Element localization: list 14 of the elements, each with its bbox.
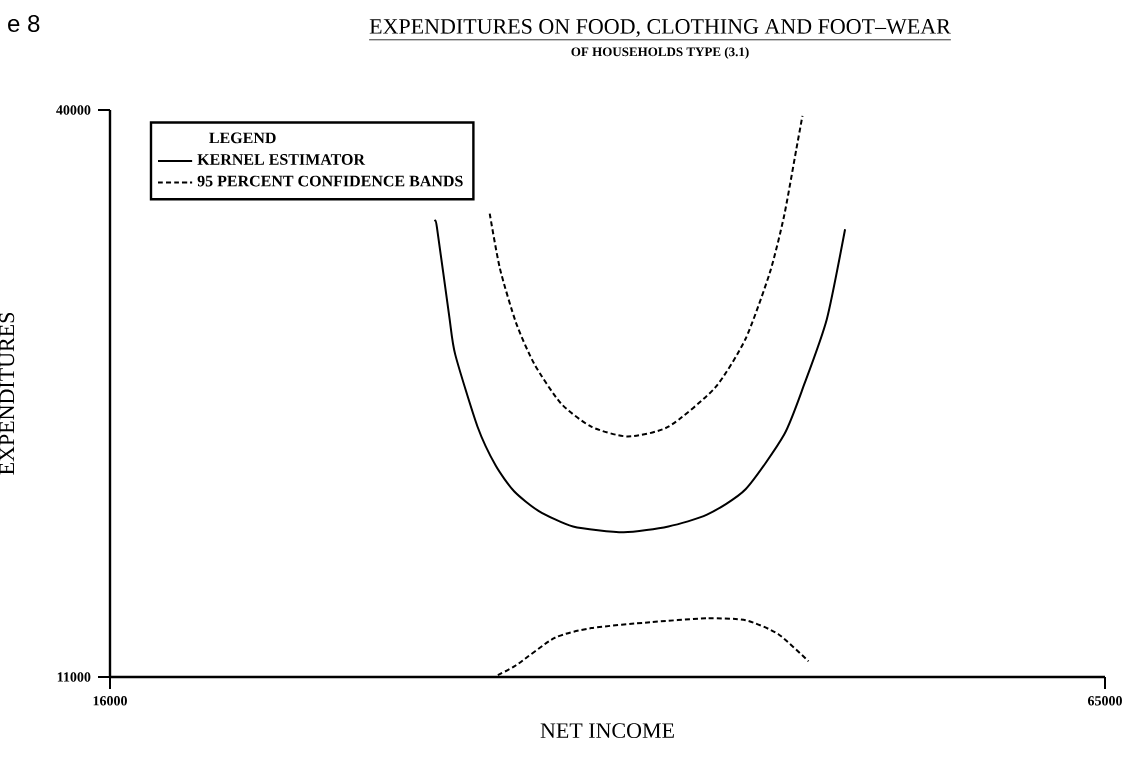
- x-axis-title: NET INCOME: [540, 723, 674, 739]
- chart-title: EXPENDITURES ON FOOD, CLOTHING AND FOOT–WEAR: [369, 19, 951, 37]
- legend-title: LEGEND: [209, 132, 276, 144]
- legend-label: KERNEL ESTIMATOR: [197, 154, 366, 165]
- legend-label: 95 PERCENT CONFIDENCE BANDS: [197, 175, 463, 187]
- x-tick-label: 65000: [1087, 696, 1122, 706]
- y-tick-label: 11000: [57, 672, 91, 682]
- line-series: [433, 220, 847, 534]
- text: e 8: [8, 15, 40, 33]
- x-tick-label: 16000: [93, 696, 127, 706]
- y-tick-label: 40000: [56, 105, 91, 115]
- chart-subtitle: OF HOUSEHOLDS TYPE (3.1): [571, 47, 749, 59]
- y-axis-title: EXPENDITURES: [0, 312, 15, 475]
- line-series: [488, 114, 804, 438]
